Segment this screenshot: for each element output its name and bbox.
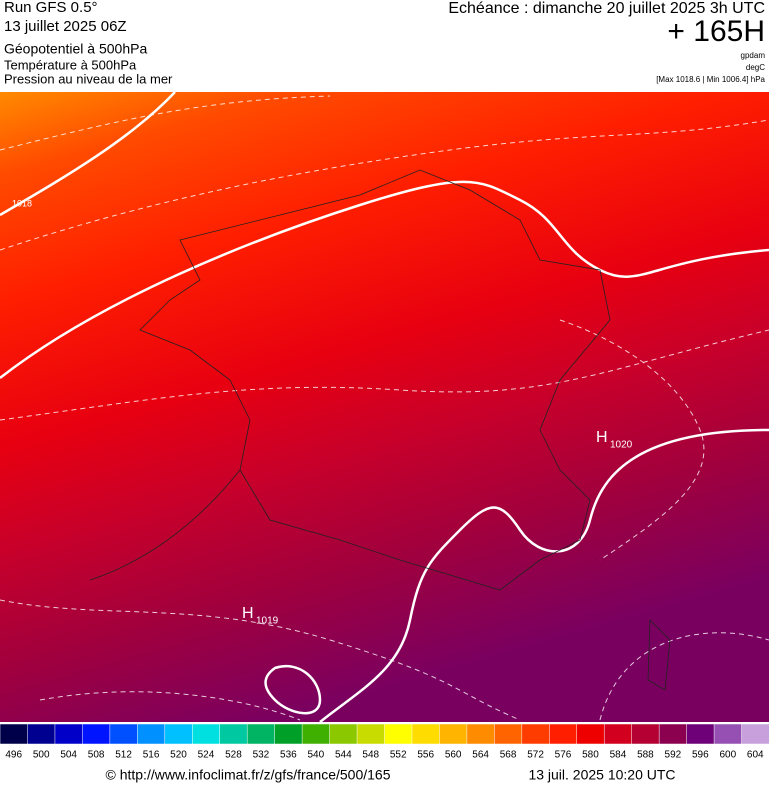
pressure-range: [Max 1018.6 | Min 1006.4] hPa bbox=[656, 75, 765, 84]
colorbar-label: 512 bbox=[115, 750, 132, 761]
colorbar-swatch bbox=[54, 723, 84, 745]
high-value: 1019 bbox=[256, 616, 279, 627]
field-label: Géopotentiel à 500hPa bbox=[4, 41, 147, 57]
field-label: Température à 500hPa bbox=[4, 57, 137, 72]
colorbar-swatch bbox=[713, 723, 743, 745]
colorbar-swatch bbox=[329, 723, 358, 745]
lead-time: + 165H bbox=[667, 15, 765, 48]
country-borders bbox=[89, 169, 671, 691]
colorbar-swatch bbox=[274, 723, 303, 745]
colorbar-label: 556 bbox=[417, 750, 434, 761]
colorbar-label: 516 bbox=[143, 750, 160, 761]
high-symbol: H bbox=[596, 429, 608, 446]
pressure-centers: H 1020 H 1019 1018 bbox=[12, 198, 633, 626]
colorbar-label: 580 bbox=[582, 750, 599, 761]
high-symbol: H bbox=[242, 605, 254, 622]
colorbar-label: 536 bbox=[280, 750, 297, 761]
colorbar-label: 588 bbox=[637, 750, 654, 761]
colorbar-swatch bbox=[494, 723, 523, 745]
colorbar-label: 572 bbox=[527, 750, 544, 761]
colorbar-label: 596 bbox=[692, 750, 709, 761]
field-background bbox=[0, 92, 769, 722]
colorbar-label: 524 bbox=[198, 750, 215, 761]
colorbar-swatch bbox=[219, 723, 248, 745]
colorbar-label: 576 bbox=[555, 750, 572, 761]
colorbar-swatch bbox=[439, 723, 468, 745]
colorbar-label: 532 bbox=[253, 750, 270, 761]
colorbar-label: 540 bbox=[307, 750, 324, 761]
colorbar-label: 520 bbox=[170, 750, 187, 761]
run-name: Run GFS 0.5° bbox=[4, 0, 98, 16]
colorbar-swatch bbox=[521, 723, 551, 745]
header: Run GFS 0.5° 13 juillet 2025 06Z Géopote… bbox=[4, 0, 766, 86]
colorbar-swatch bbox=[356, 723, 386, 745]
colorbar-label: 496 bbox=[5, 750, 22, 761]
colorbar-label: 564 bbox=[472, 750, 489, 761]
unit-label: degC bbox=[746, 63, 765, 72]
run-date: 13 juillet 2025 06Z bbox=[4, 18, 127, 35]
colorbar-label: 600 bbox=[719, 750, 736, 761]
unit-label: gpdam bbox=[741, 51, 766, 60]
colorbar-label: 560 bbox=[445, 750, 462, 761]
colorbar-label: 584 bbox=[610, 750, 627, 761]
colorbar-label: 500 bbox=[33, 750, 50, 761]
colorbar-swatch bbox=[82, 723, 111, 745]
colorbar-swatch bbox=[27, 723, 56, 745]
colorbar-swatch bbox=[411, 723, 441, 745]
colorbar-swatch bbox=[741, 723, 769, 745]
generated-time: 13 juil. 2025 10:20 UTC bbox=[528, 767, 675, 783]
colorbar-swatch bbox=[137, 723, 166, 745]
field-label: Pression au niveau de la mer bbox=[4, 71, 173, 86]
colorbar-swatch bbox=[603, 723, 633, 745]
colorbar-swatch bbox=[301, 723, 331, 745]
colorbar-swatch bbox=[164, 723, 194, 745]
colorbar-swatch bbox=[466, 723, 496, 745]
footer: © http://www.infoclimat.fr/z/gfs/france/… bbox=[106, 767, 676, 783]
colorbar-label: 568 bbox=[500, 750, 517, 761]
colorbar-swatch bbox=[658, 723, 688, 745]
colorbar-label: 552 bbox=[390, 750, 407, 761]
isobars bbox=[0, 91, 769, 723]
colorbar-swatch bbox=[549, 723, 578, 745]
high-value: 1020 bbox=[610, 440, 633, 451]
colorbar-swatch bbox=[686, 723, 715, 745]
source-url: © http://www.infoclimat.fr/z/gfs/france/… bbox=[106, 767, 391, 783]
valid-time: Echéance : dimanche 20 juillet 2025 3h U… bbox=[448, 0, 765, 17]
colorbar: 496 500 504 508 512 516 520 524 528 532 536 540 544 5… bbox=[0, 723, 769, 761]
colorbar-swatch bbox=[246, 723, 276, 745]
colorbar-swatch bbox=[384, 723, 413, 745]
isotherms bbox=[0, 95, 769, 721]
map: H 1020 H 1019 1018 bbox=[0, 91, 769, 723]
colorbar-label: 504 bbox=[60, 750, 77, 761]
colorbar-label: 528 bbox=[225, 750, 242, 761]
isobar-label: 1018 bbox=[12, 198, 32, 208]
colorbar-swatch bbox=[631, 723, 660, 745]
colorbar-swatch bbox=[576, 723, 605, 745]
colorbar-label: 544 bbox=[335, 750, 352, 761]
colorbar-label: 604 bbox=[747, 750, 764, 761]
colorbar-swatch bbox=[0, 723, 29, 745]
colorbar-label: 508 bbox=[88, 750, 105, 761]
colorbar-swatch bbox=[192, 723, 221, 745]
colorbar-label: 548 bbox=[362, 750, 379, 761]
colorbar-label: 592 bbox=[665, 750, 682, 761]
colorbar-swatch bbox=[109, 723, 139, 745]
